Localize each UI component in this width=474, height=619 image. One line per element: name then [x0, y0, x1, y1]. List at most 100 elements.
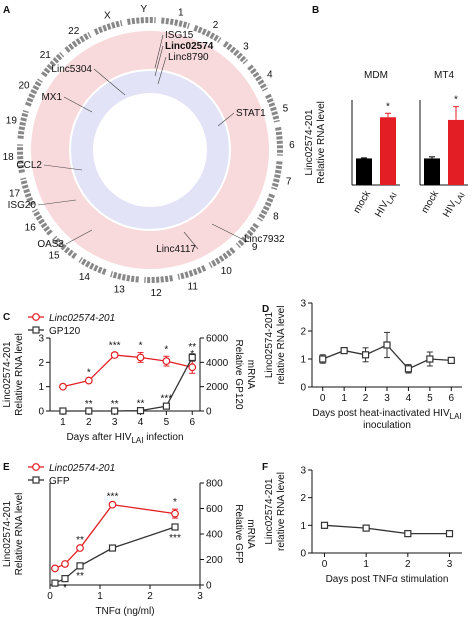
significance: ** [76, 571, 84, 582]
chromosome-label: 10 [221, 266, 233, 277]
significance: * [63, 583, 67, 594]
x-tick-label: 3 [447, 559, 453, 570]
gene-label: Linc7932 [244, 234, 285, 245]
y2-tick-label: 6000 [206, 334, 229, 345]
significance: *** [109, 341, 121, 352]
x-tick-label: 5 [427, 393, 433, 404]
gene-leader [157, 56, 167, 85]
chromosome-label: 16 [25, 222, 37, 233]
significance: * [139, 341, 143, 352]
text-part: Days post heat-inactivated HIV [312, 408, 450, 419]
x-tick-label: 2 [405, 559, 411, 570]
significance: * [87, 367, 91, 378]
chromosome-arc [126, 17, 156, 25]
series-line [324, 524, 450, 535]
x-tick-label: 3 [384, 393, 390, 404]
y-tick-label: 3 [300, 299, 306, 310]
marker [404, 365, 413, 373]
y-tick-label: 2 [300, 327, 306, 338]
chromosome-label: 15 [49, 251, 61, 262]
y2-tick-label: 0 [206, 407, 212, 418]
x-tick-label: 2 [86, 417, 92, 428]
marker [404, 530, 412, 538]
x-tick-label: 6 [449, 393, 455, 404]
panel-title: MT4 [434, 70, 454, 81]
y2-axis-label: mRNA [245, 360, 256, 390]
panel-letter: A [3, 5, 10, 16]
marker [110, 351, 119, 359]
marker [340, 347, 348, 355]
text-part: infection [144, 432, 184, 443]
marker [361, 351, 370, 359]
panel-letter: C [3, 312, 10, 323]
y-tick-label: 1 [300, 521, 306, 532]
legend-marker [32, 313, 40, 321]
chromosome-arc [144, 275, 174, 283]
panel-letter: B [312, 5, 319, 16]
x-tick-label: 4 [406, 393, 412, 404]
chromosome-label: 12 [151, 288, 163, 299]
marker [426, 355, 434, 363]
marker [171, 523, 179, 531]
chromosome-label: 19 [6, 115, 18, 126]
x-tick-label: mock [420, 188, 442, 215]
y-tick-label: 0 [38, 407, 44, 418]
marker [136, 353, 145, 362]
marker [61, 575, 69, 583]
text-part: Days post TNFα stimulation [326, 574, 449, 585]
bar [448, 119, 464, 185]
y2-tick-label: 800 [206, 479, 223, 490]
chromosome-arc [265, 93, 280, 123]
y2-axis-label: Relative GFP [233, 504, 244, 564]
text-part: mock [352, 188, 374, 215]
chromosome-label: 8 [273, 212, 279, 223]
panel-letter: D [262, 304, 269, 315]
legend-label: GP120 [49, 326, 81, 337]
y-tick-label: 0 [300, 549, 306, 560]
x-tick-label: 2 [147, 591, 153, 602]
gene-label: Linc02574 [165, 41, 214, 52]
x-axis-label: Days post heat-inactivated HIVLAI [312, 408, 461, 421]
gene-leader [217, 112, 235, 127]
y-tick-label: 3 [300, 466, 306, 477]
x-tick-label: 1 [97, 591, 103, 602]
chromosome-label: 4 [267, 70, 273, 81]
x-tick-label: 4 [138, 417, 144, 428]
text-part: LAI [385, 191, 399, 206]
gene-leader [154, 34, 164, 69]
significance: ** [188, 342, 196, 353]
marker [111, 407, 119, 415]
chromosome-label: 22 [68, 26, 80, 37]
y-axis-label: Relative RNA level [14, 493, 25, 576]
text-part: LAI [453, 191, 467, 206]
marker [59, 382, 67, 391]
legend-label: GFP [49, 476, 70, 487]
y2-tick-label: 2000 [206, 382, 229, 393]
marker [76, 544, 84, 552]
chromosome-arc [51, 235, 78, 259]
chromosome-arc [78, 257, 107, 275]
bar [424, 158, 440, 185]
x-axis-label: TNFα (ng/ml) [95, 606, 154, 617]
marker [320, 521, 329, 529]
chromosome-label: Y [140, 4, 147, 15]
track-decor [71, 71, 229, 229]
chromosome-arc [41, 51, 65, 78]
chromosome-arc [222, 41, 249, 65]
y-axis-label: Linc02574-201 [2, 500, 13, 567]
significance: *** [107, 491, 119, 502]
series-line [62, 357, 193, 412]
gene-leader [65, 229, 93, 245]
gene-leader [43, 164, 83, 171]
chromosome-label: 11 [188, 281, 199, 292]
chromosome-label: 17 [9, 189, 21, 200]
legend-label: Linc02574-201 [49, 463, 115, 474]
marker [171, 509, 179, 518]
chromosome-label: 9 [252, 242, 258, 253]
x-tick-label: HIVLAI [373, 189, 399, 220]
chromosome-arc [161, 17, 190, 29]
chromosome-label: 20 [18, 80, 30, 91]
gene-leader [93, 68, 126, 96]
y-tick-label: 0 [300, 383, 306, 394]
y-axis-label: Linc02574-201 [2, 341, 13, 408]
